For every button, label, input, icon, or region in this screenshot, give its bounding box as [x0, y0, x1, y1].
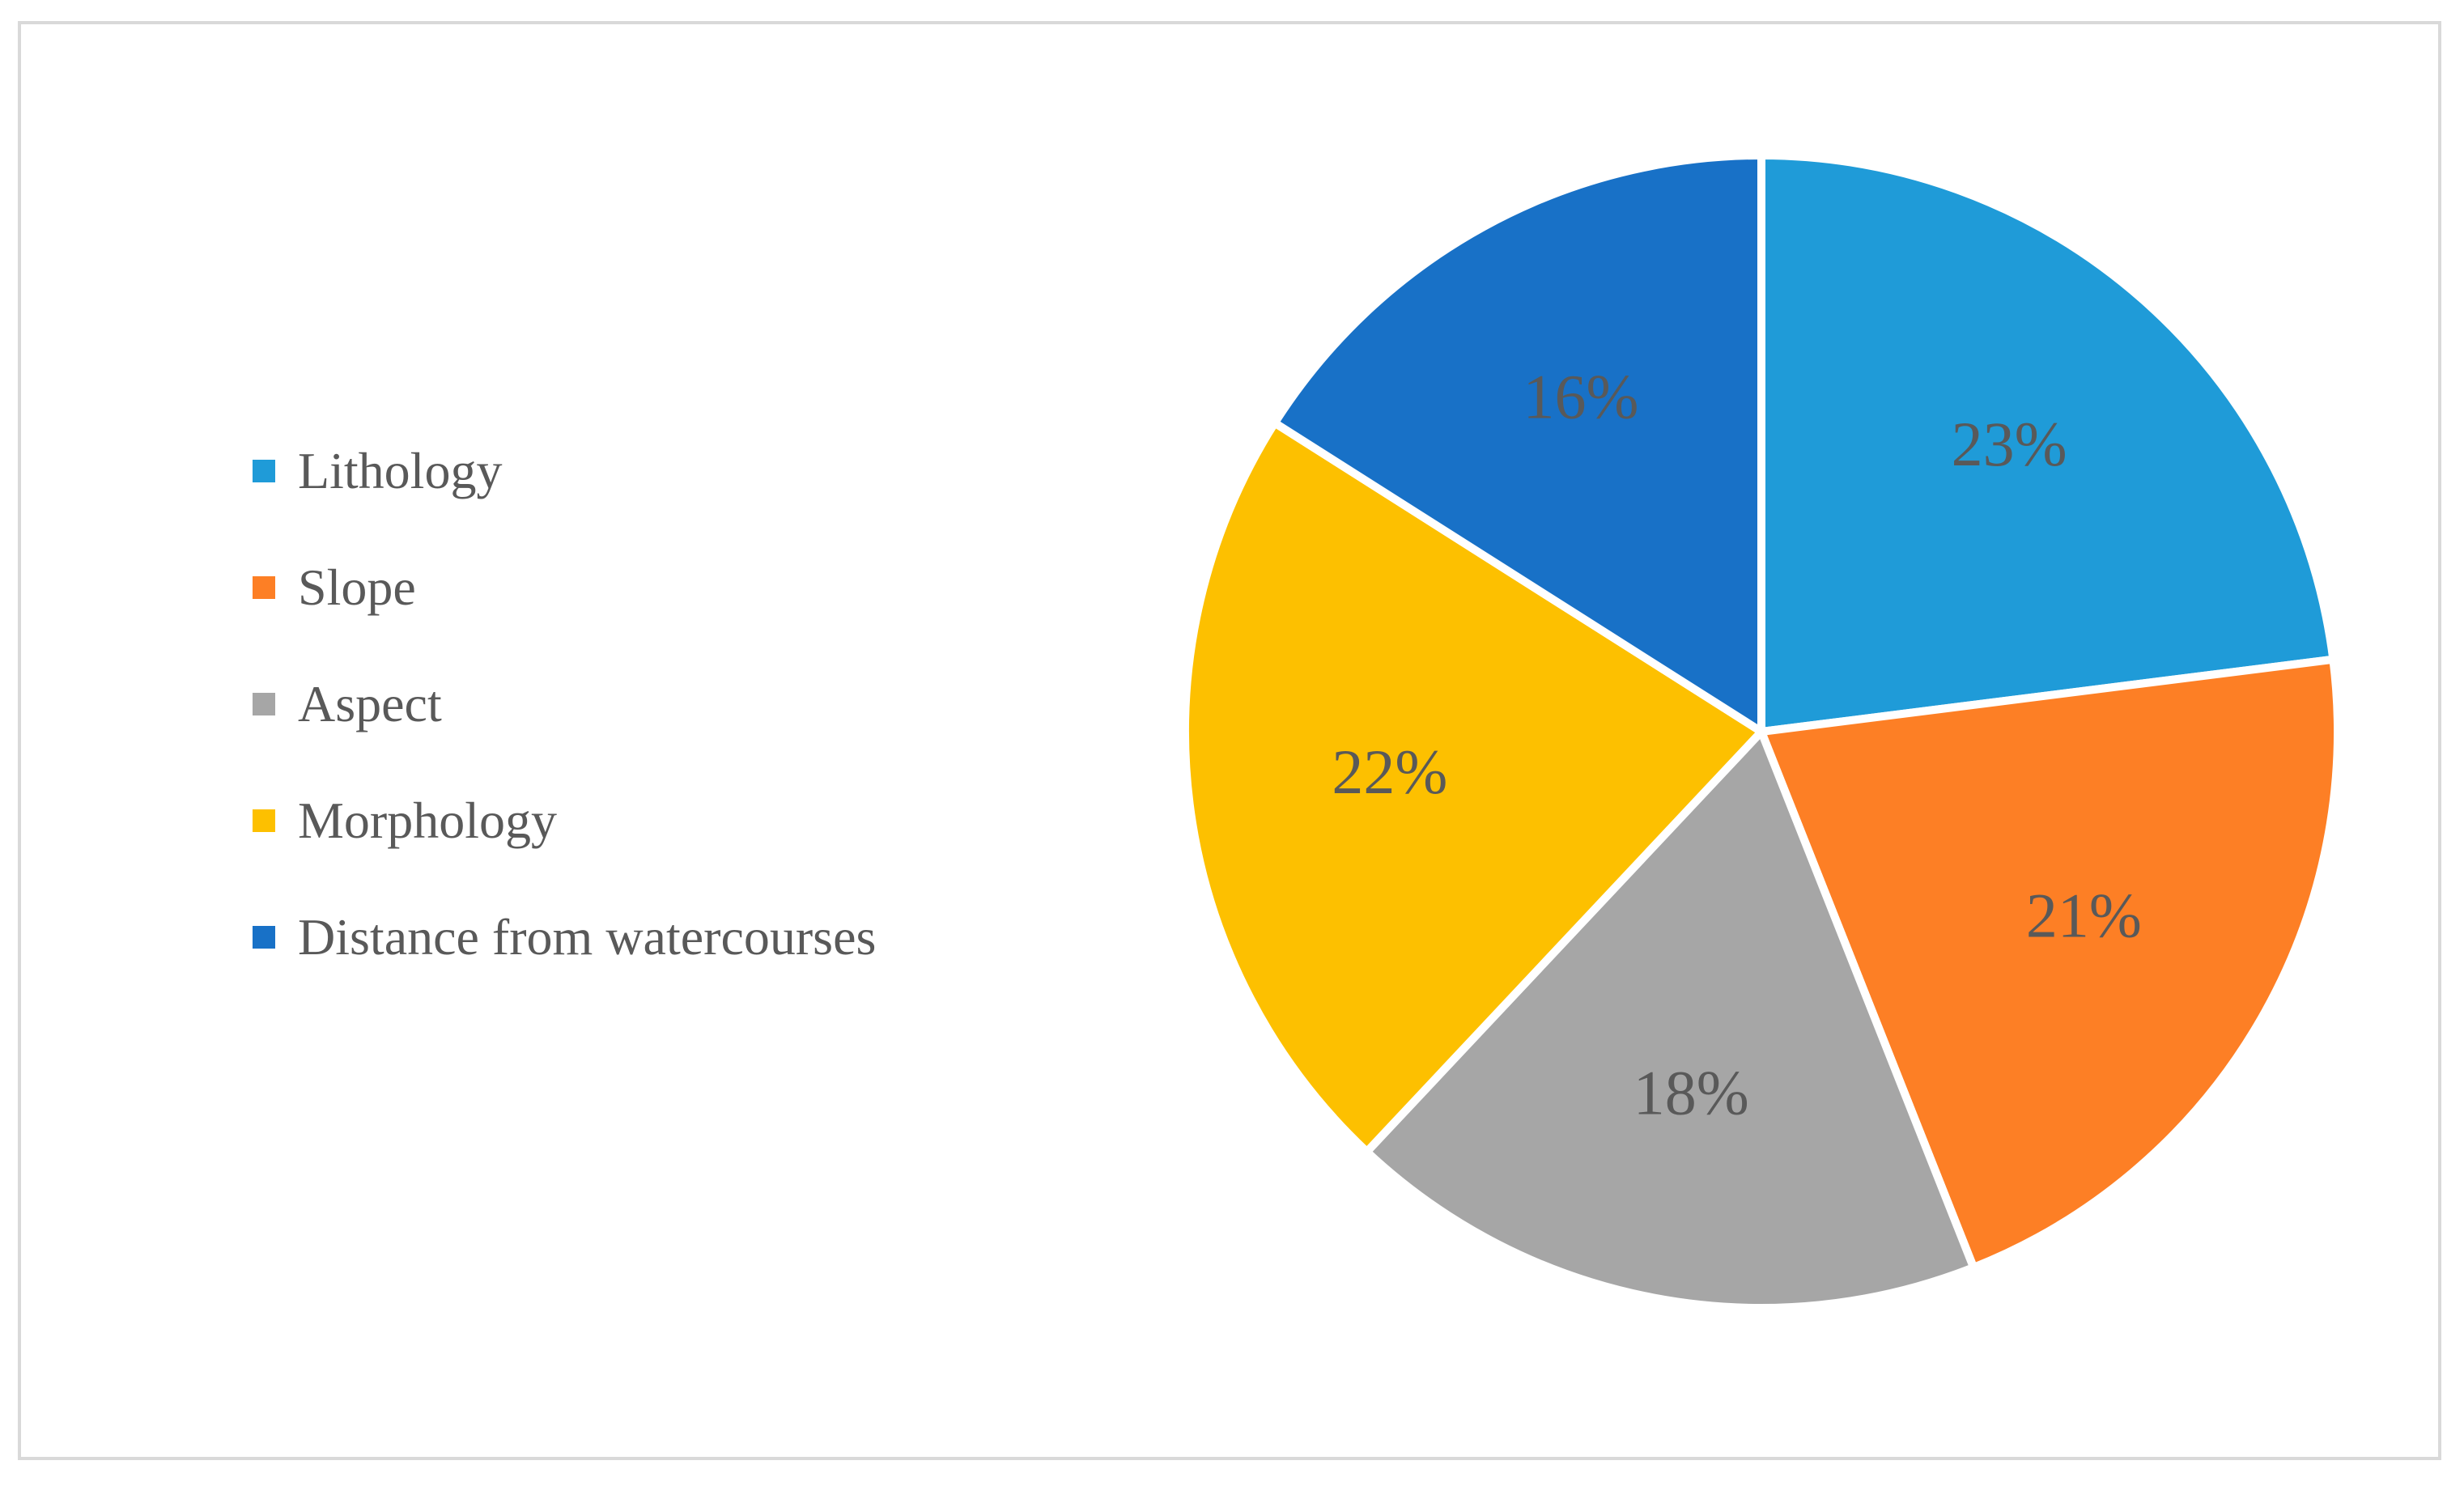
data-label-aspect: 18% [1633, 1058, 1749, 1128]
legend-label-aspect: Aspect [298, 675, 442, 732]
legend-item-slope: Slope [253, 529, 1062, 646]
legend-label-slope: Slope [298, 558, 416, 616]
pie-slice-lithology [1757, 151, 2338, 736]
pie-slice-aspect [1362, 728, 1978, 1312]
legend-swatch-morphology [253, 809, 275, 832]
legend-item-aspect: Aspect [253, 646, 1062, 762]
legend-swatch-lithology [253, 460, 275, 482]
legend: Lithology Slope Aspect Morphology Distan… [253, 413, 1062, 996]
legend-item-lithology: Lithology [253, 413, 1062, 529]
pie-slice-slope [1757, 655, 2343, 1272]
pie-slice-distance-from-watercourses [1270, 151, 1765, 736]
legend-swatch-slope [253, 576, 275, 599]
data-label-morphology: 22% [1332, 737, 1447, 807]
legend-swatch-aspect [253, 693, 275, 715]
legend-item-distance-from-watercourses: Distance from watercourses [253, 879, 1062, 996]
data-label-lithology: 23% [1952, 409, 2067, 479]
pie-slice-morphology [1181, 418, 1765, 1157]
data-label-distance-from-watercourses: 16% [1523, 361, 1639, 431]
legend-swatch-distance-from-watercourses [253, 926, 275, 949]
legend-label-distance-from-watercourses: Distance from watercourses [298, 908, 877, 966]
legend-label-lithology: Lithology [298, 442, 503, 499]
data-label-slope: 21% [2026, 880, 2142, 950]
legend-item-morphology: Morphology [253, 762, 1062, 879]
legend-label-morphology: Morphology [298, 792, 557, 849]
